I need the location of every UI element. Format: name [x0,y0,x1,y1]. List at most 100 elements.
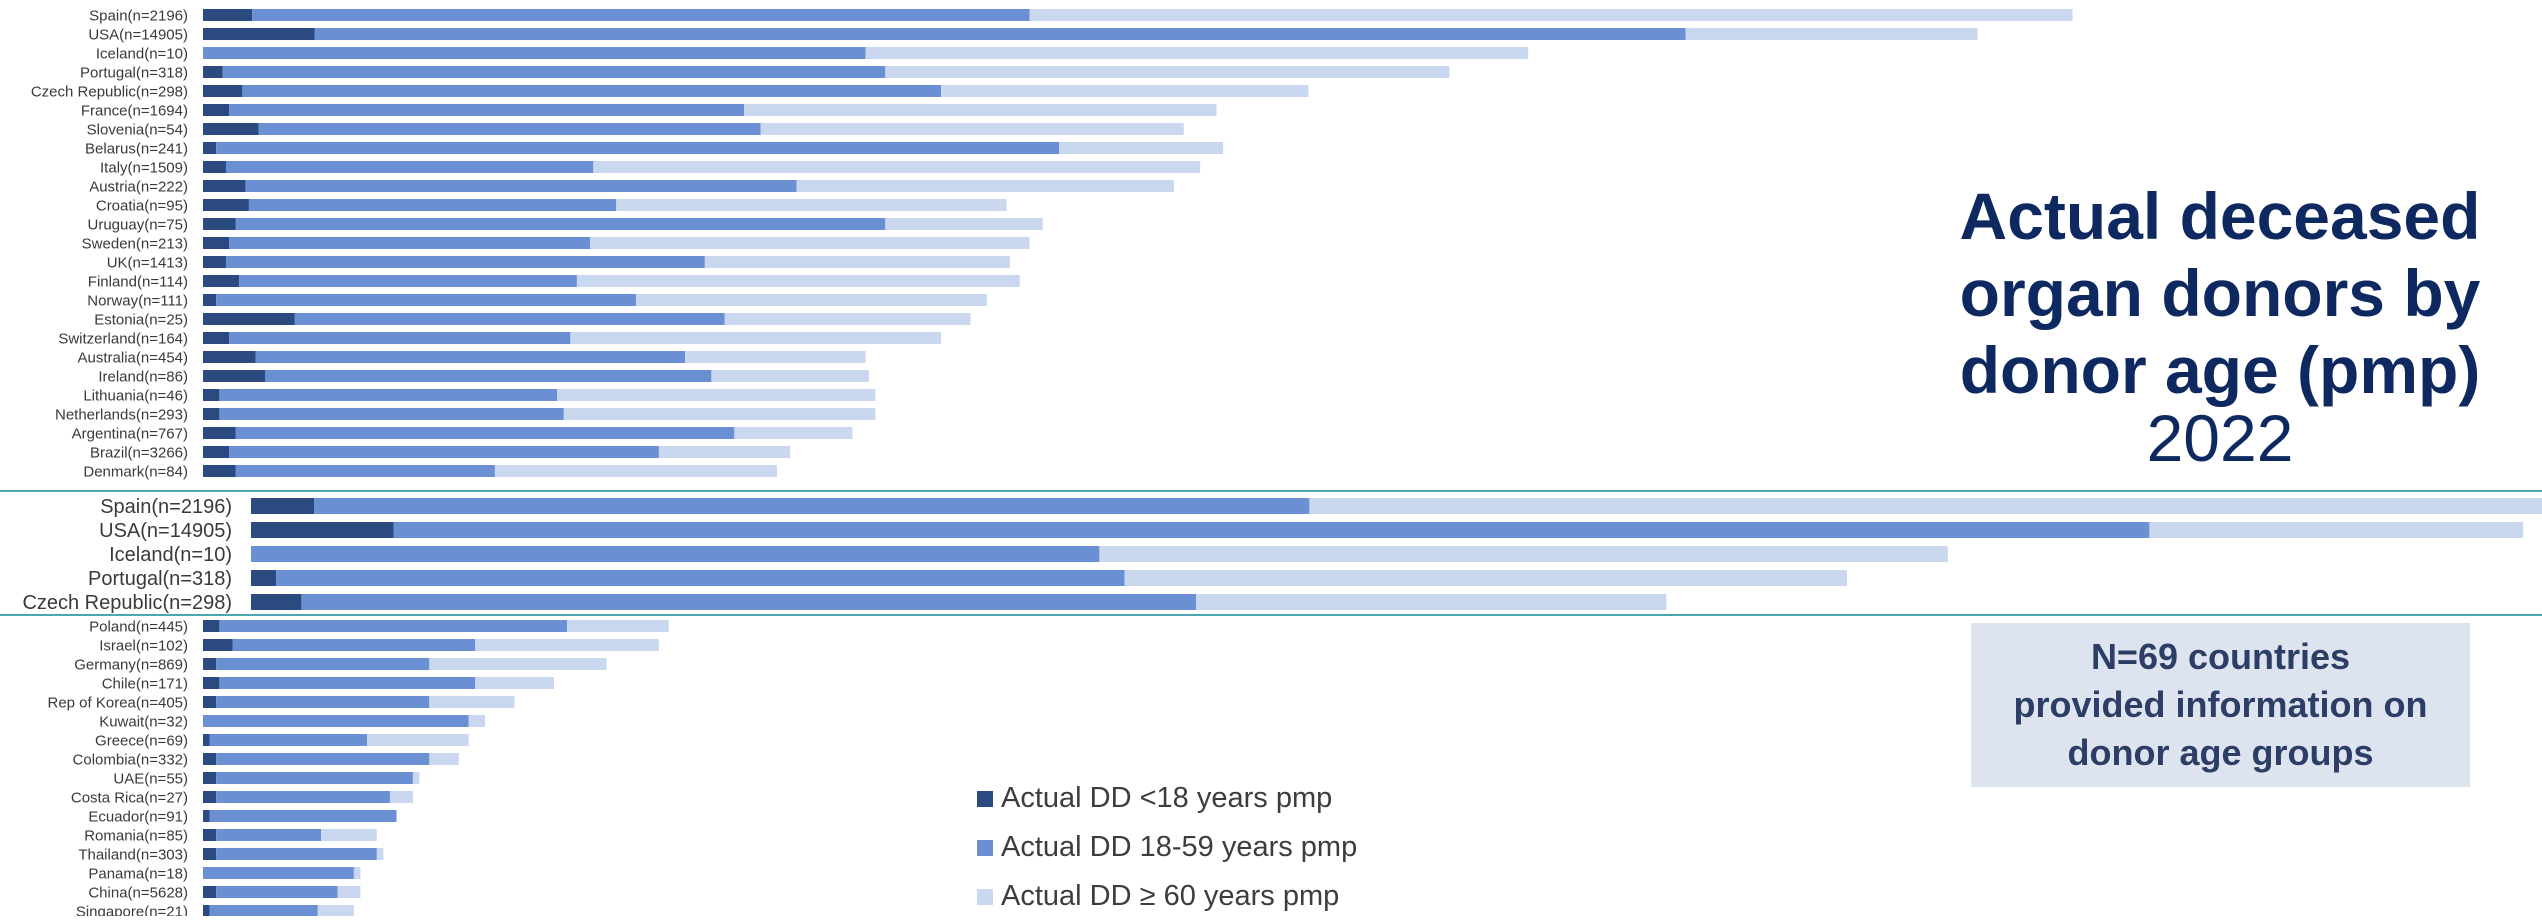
legend-item-18to59: Actual DD 18-59 years pmp [977,823,1357,872]
bar-over60-sweden [590,237,1030,249]
bar-under18-chile [203,677,220,689]
bar-under18-denmark [203,465,236,477]
bar-under18-uae [203,772,217,784]
bar-age18to59-usa [314,28,1686,40]
bar-over60-austria [796,180,1174,192]
bar-under18-czech-republic [203,85,243,97]
bar-over60-iceland [865,47,1529,59]
category-label-israel: Israel(n=102) [99,637,188,654]
bar-over60-kuwait [468,715,486,727]
bar-under18-austria [203,180,246,192]
category-label-belarus: Belarus(n=241) [85,140,188,157]
category-label-italy: Italy(n=1509) [100,159,188,176]
bar-age18to59-austria [245,180,797,192]
bottom-edge-mask [0,916,2542,921]
category-label-china: China(n=5628) [88,884,188,901]
bar-under18-sweden [203,237,230,249]
bar-age18to59-kuwait [203,715,469,727]
bar-under18-ecuador [203,810,210,822]
category-label-colombia: Colombia(n=332) [73,751,188,768]
bar-age18to59-czech-republic [301,594,1196,610]
category-label-finland: Finland(n=114) [88,273,188,290]
bar-age18to59-romania [216,829,322,841]
bar-over60-uruguay [885,218,1043,230]
info-box: N=69 countries provided information on d… [1971,623,2470,787]
bar-under18-france [203,104,230,116]
bar-under18-singapore [203,905,210,917]
category-label-portugal: Portugal(n=318) [80,64,188,81]
bar-over60-brazil [658,446,791,458]
bar-age18to59-china [216,886,338,898]
category-label-lithuania: Lithuania(n=46) [83,387,188,404]
bar-age18to59-australia [255,351,686,363]
category-label-argentina: Argentina(n=767) [72,425,188,442]
bar-over60-panama [353,867,361,879]
bar-under18-spain [251,498,314,514]
bar-over60-israel [475,639,659,651]
bar-over60-uk [704,256,1010,268]
bar-over60-rep-of-korea [429,696,515,708]
bar-over60-czech-republic [1196,594,1667,610]
legend-label-18to59: Actual DD 18-59 years pmp [1001,831,1358,863]
bar-age18to59-rep-of-korea [216,696,430,708]
category-label-spain: Spain(n=2196) [89,7,188,24]
bar-age18to59-spain [252,9,1030,21]
bar-under18-rep-of-korea [203,696,217,708]
bar-age18to59-belarus [216,142,1060,154]
bar-under18-portugal [251,570,277,586]
bar-over60-greece [367,734,469,746]
bar-under18-ireland [203,370,266,382]
category-label-kuwait: Kuwait(n=32) [99,713,188,730]
main-chart-bottom: Poland(n=445) Israel(n=102) Germany(n=869)… [47,618,669,920]
bar-age18to59-costa-rica [216,791,390,803]
bar-under18-israel [203,639,233,651]
bar-under18-thailand [203,848,217,860]
bar-over60-argentina [734,427,853,439]
category-label-usa: USA(n=14905) [99,520,232,542]
bar-under18-norway [203,294,217,306]
bar-under18-romania [203,829,217,841]
bar-over60-switzerland [570,332,941,344]
bar-age18to59-slovenia [258,123,761,135]
bar-over60-iceland [1099,546,1948,562]
category-label-ireland: Ireland(n=86) [98,368,188,385]
bar-age18to59-germany [216,658,430,670]
legend-label-over60: Actual DD ≥ 60 years pmp [1001,880,1340,912]
bar-under18-italy [203,161,226,173]
category-label-spain: Spain(n=2196) [100,496,232,518]
category-label-uae: UAE(n=55) [113,770,188,787]
bar-over60-costa-rica [389,791,413,803]
bar-over60-china [337,886,361,898]
bar-over60-australia [685,351,866,363]
bar-under18-slovenia [203,123,259,135]
bar-age18to59-finland [239,275,577,287]
category-label-rep-of-korea: Rep of Korea(n=405) [47,694,188,711]
bar-over60-spain [1029,9,2073,21]
bar-age18to59-poland [219,620,568,632]
bar-age18to59-ecuador [209,810,397,822]
bar-under18-china [203,886,217,898]
bar-under18-spain [203,9,253,21]
bar-age18to59-colombia [216,753,430,765]
category-label-norway: Norway(n=111) [87,292,188,309]
category-label-netherlands: Netherlands(n=293) [55,406,188,423]
category-label-brazil: Brazil(n=3266) [90,444,188,461]
zoom-panel: Spain(n=2196)USA(n=14905)Iceland(n=10)Po… [0,490,2542,616]
bar-age18to59-uruguay [235,218,886,230]
bar-over60-usa [1685,28,1978,40]
category-label-costa-rica: Costa Rica(n=27) [71,789,188,806]
bar-over60-lithuania [557,389,876,401]
category-label-czech-republic: Czech Republic(n=298) [31,83,188,100]
bar-over60-croatia [616,199,1007,211]
bar-under18-switzerland [203,332,230,344]
category-label-iceland: Iceland(n=10) [96,45,188,62]
bar-under18-germany [203,658,217,670]
bar-under18-finland [203,275,240,287]
bar-under18-croatia [203,199,249,211]
bar-over60-germany [429,658,607,670]
legend-label-under18: Actual DD <18 years pmp [1001,782,1333,814]
bar-over60-chile [475,677,554,689]
bar-over60-portugal [1124,570,1847,586]
bar-under18-argentina [203,427,236,439]
